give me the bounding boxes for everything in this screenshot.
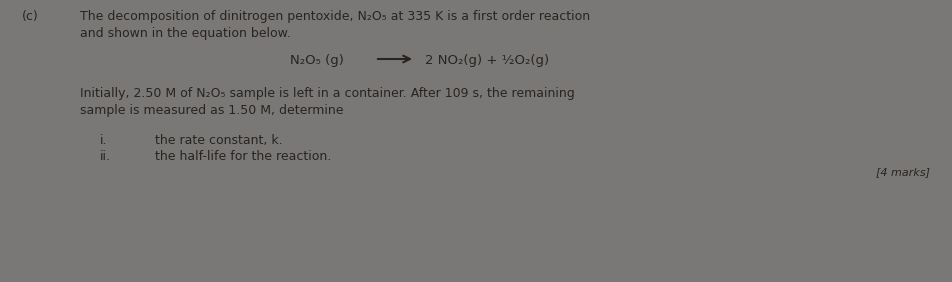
Text: Initially, 2.50 M of N₂O₅ sample is left in a container. After 109 s, the remain: Initially, 2.50 M of N₂O₅ sample is left… — [80, 87, 575, 100]
Text: ii.: ii. — [100, 150, 111, 163]
Text: 2 NO₂(g) + ½O₂(g): 2 NO₂(g) + ½O₂(g) — [425, 54, 549, 67]
Text: sample is measured as 1.50 M, determine: sample is measured as 1.50 M, determine — [80, 104, 344, 117]
Text: the rate constant, k.: the rate constant, k. — [155, 134, 283, 147]
Text: (c): (c) — [22, 10, 39, 23]
Text: the half-life for the reaction.: the half-life for the reaction. — [155, 150, 331, 163]
Text: i.: i. — [100, 134, 108, 147]
Text: N₂O₅ (g): N₂O₅ (g) — [290, 54, 344, 67]
Text: The decomposition of dinitrogen pentoxide, N₂O₅ at 335 K is a first order reacti: The decomposition of dinitrogen pentoxid… — [80, 10, 590, 23]
Text: [4 marks]: [4 marks] — [876, 167, 930, 177]
Text: and shown in the equation below.: and shown in the equation below. — [80, 27, 290, 40]
